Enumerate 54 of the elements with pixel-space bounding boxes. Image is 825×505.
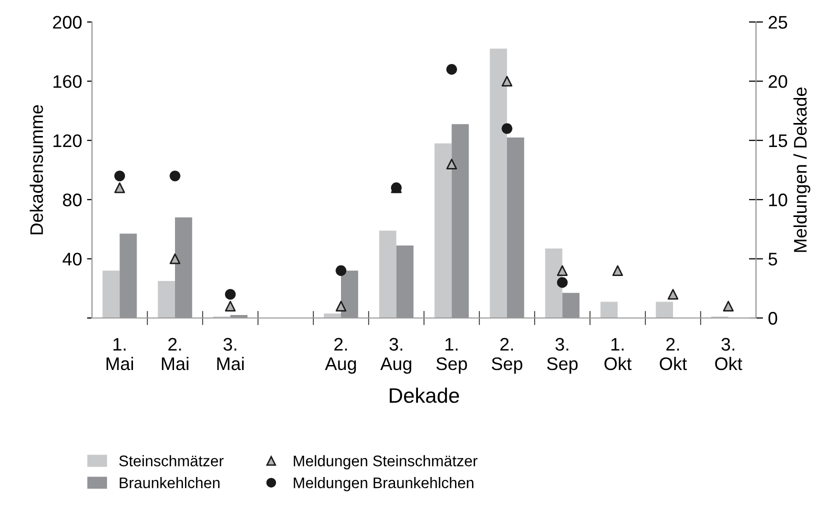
point: [170, 253, 180, 264]
x-axis-title: Dekade: [390, 388, 459, 403]
y2-tick-label: 20: [768, 75, 788, 88]
point: [446, 64, 458, 75]
y2-tick-label: 15: [769, 134, 788, 148]
y2-tick-label: 25: [768, 16, 788, 29]
x-tick-label: 2. Aug: [324, 338, 356, 374]
point: [336, 265, 346, 276]
x-tick-label: 3. Okt: [715, 338, 742, 370]
x-tick-label: 1. Mai: [106, 338, 133, 370]
point: [668, 288, 678, 300]
bar: [434, 143, 452, 318]
bar: [379, 230, 396, 318]
x-tick-label: 2. Okt: [660, 338, 687, 370]
y-tick-label: 80: [62, 194, 82, 206]
point: [336, 300, 346, 312]
bar: [102, 270, 120, 318]
y-tick-label: 200: [53, 16, 82, 29]
x-tick-label: 2. Mai: [162, 338, 188, 370]
bar: [545, 248, 562, 318]
point: [502, 76, 512, 87]
x-tick-label: 3. Sep: [547, 338, 578, 374]
bar: [600, 302, 618, 318]
x-tick-label: 2. Sep: [492, 338, 522, 374]
point: [224, 300, 236, 312]
point: [224, 288, 236, 300]
legend-label: Meldungen Steinschmätzer: [294, 455, 478, 470]
y-tick-label: 120: [54, 134, 82, 148]
legend-label: Meldungen Braunkehlchen: [294, 477, 474, 492]
point: [556, 265, 568, 276]
y-tick-label: 40: [62, 252, 82, 266]
y-axis-title: Dekadensumme: [30, 105, 44, 234]
y2-tick-label: 10: [769, 194, 788, 206]
point: [612, 265, 624, 276]
x-tick-label: 1. Sep: [436, 338, 467, 374]
point: [114, 170, 126, 182]
x-tick-label: 1. Okt: [604, 338, 632, 370]
point: [722, 300, 734, 312]
point: [556, 277, 568, 288]
point: [114, 182, 126, 194]
x-tick-label: 3. Mai: [217, 338, 244, 370]
point: [170, 170, 180, 182]
legend-label: Steinschmätzer: [119, 455, 224, 466]
x-tick-label: 3. Aug: [380, 338, 412, 374]
legend-label: Braunkehlchen: [120, 477, 220, 488]
y2-axis-title: Meldungen / Dekade: [793, 87, 810, 252]
y-tick-label: 160: [54, 75, 82, 88]
bar: [490, 48, 507, 318]
point: [502, 123, 512, 134]
point: [446, 158, 458, 170]
bar: [656, 302, 673, 318]
bar: [158, 281, 175, 318]
y2-tick-label: 5: [768, 252, 778, 266]
y2-tick-label: 0: [768, 312, 778, 325]
